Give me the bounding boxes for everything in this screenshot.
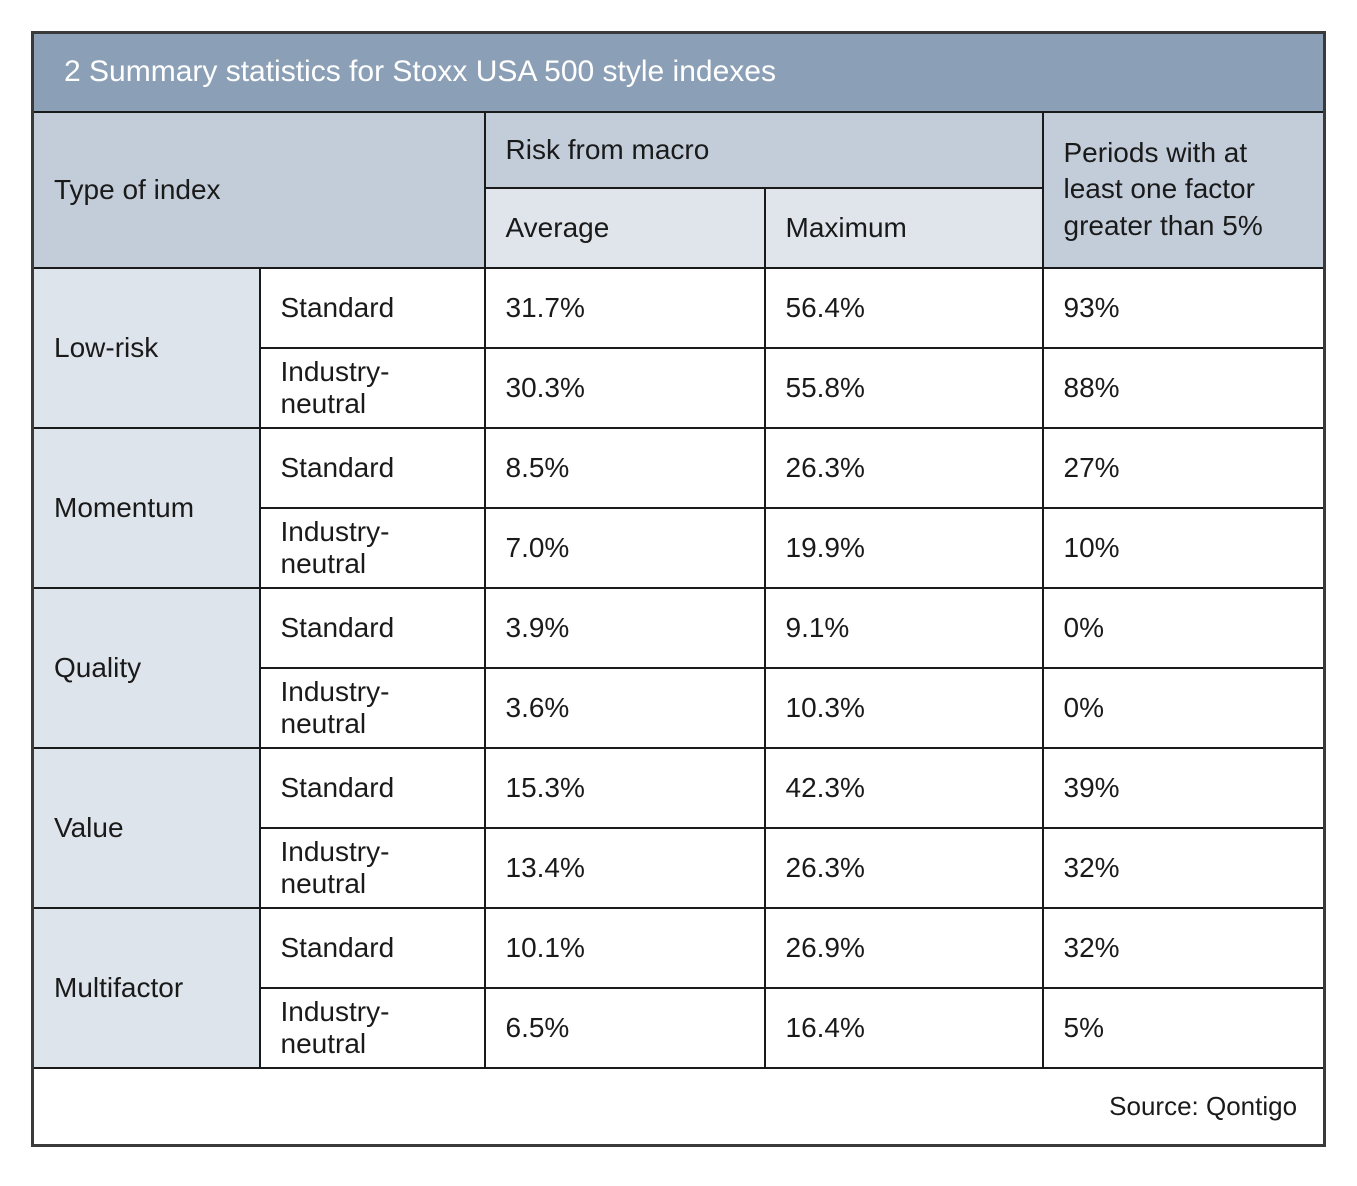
title-row: 2 Summary statistics for Stoxx USA 500 s… [31,31,1326,113]
cell-variant: Standard [258,586,486,669]
cell-variant: Standard [258,746,486,829]
header-periods: Periods with at least one factor greater… [1041,110,1326,269]
cell-periods: 0% [1041,666,1326,749]
cell-maximum: 26.9% [763,906,1044,989]
cell-variant: Standard [258,266,486,349]
cell-maximum: 55.8% [763,346,1044,429]
table-row: Industry-neutral 13.4% 26.3% 32% [33,826,1326,909]
table-body: Low-risk Standard 31.7% 56.4% 93% Industry-ne… [31,266,1326,1069]
table-row: Value Standard 15.3% 42.3% 39% [31,746,1326,909]
cell-maximum: 56.4% [763,266,1044,349]
header-risk-from-macro: Risk from macro [483,110,1044,189]
cell-maximum: 16.4% [763,986,1044,1069]
cell-variant: Industry-neutral [258,826,486,909]
table-row: Industry-neutral 6.5% 16.4% 5% [33,986,1326,1069]
cell-average: 15.3% [483,746,766,829]
cell-average: 7.0% [483,506,766,589]
cell-maximum: 19.9% [763,506,1044,589]
header-row-sub: Average Maximum [33,186,1325,269]
row-group-label: Quality [31,586,261,749]
cell-periods: 32% [1041,906,1326,989]
cell-periods: 27% [1041,426,1326,509]
cell-average: 31.7% [483,266,766,349]
table-row: Industry-neutral 3.6% 10.3% 0% [33,666,1326,749]
table-row: Multifactor Standard 10.1% 26.9% 32% [31,906,1326,1069]
summary-table: 2 Summary statistics for Stoxx USA 500 s… [31,31,1327,1147]
cell-average: 30.3% [483,346,766,429]
cell-variant: Industry-neutral [258,346,486,429]
footer-row: Source: Qontigo [31,1066,1326,1147]
cell-periods: 5% [1041,986,1326,1069]
cell-variant: Standard [258,906,486,989]
figure-title: 2 Summary statistics for Stoxx USA 500 s… [31,31,1326,113]
row-group-label: Momentum [31,426,261,589]
cell-average: 8.5% [483,426,766,509]
cell-maximum: 9.1% [763,586,1044,669]
row-group-label: Multifactor [31,906,261,1069]
row-group-label: Value [31,746,261,909]
header-type-of-index: Type of index [31,110,486,269]
cell-average: 3.9% [483,586,766,669]
cell-periods: 93% [1041,266,1326,349]
cell-variant: Industry-neutral [258,986,486,1069]
header-row-top: Type of index Risk from macro Periods wi… [31,110,1326,269]
cell-variant: Industry-neutral [258,666,486,749]
cell-periods: 32% [1041,826,1326,909]
cell-maximum: 10.3% [763,666,1044,749]
cell-periods: 39% [1041,746,1326,829]
table-row: Industry-neutral 30.3% 55.8% 88% [33,346,1326,429]
table-row: Momentum Standard 8.5% 26.3% 27% [31,426,1326,589]
cell-variant: Standard [258,426,486,509]
table-row: Industry-neutral 7.0% 19.9% 10% [33,506,1326,589]
cell-average: 6.5% [483,986,766,1069]
cell-variant: Industry-neutral [258,506,486,589]
figure-container: 2 Summary statistics for Stoxx USA 500 s… [31,31,1327,1147]
cell-periods: 10% [1041,506,1326,589]
cell-average: 3.6% [483,666,766,749]
cell-maximum: 26.3% [763,426,1044,509]
cell-maximum: 42.3% [763,746,1044,829]
cell-periods: 88% [1041,346,1326,429]
row-group-label: Low-risk [31,266,261,429]
cell-average: 13.4% [483,826,766,909]
source-note: Source: Qontigo [31,1066,1326,1147]
header-maximum: Maximum [763,186,1044,269]
cell-average: 10.1% [483,906,766,989]
cell-periods: 0% [1041,586,1326,669]
table-row: Quality Standard 3.9% 9.1% 0% [31,586,1326,749]
table-header: 2 Summary statistics for Stoxx USA 500 s… [31,31,1326,269]
table-row: Low-risk Standard 31.7% 56.4% 93% [31,266,1326,429]
header-average: Average [483,186,766,269]
table-footer: Source: Qontigo [31,1066,1326,1147]
cell-maximum: 26.3% [763,826,1044,909]
